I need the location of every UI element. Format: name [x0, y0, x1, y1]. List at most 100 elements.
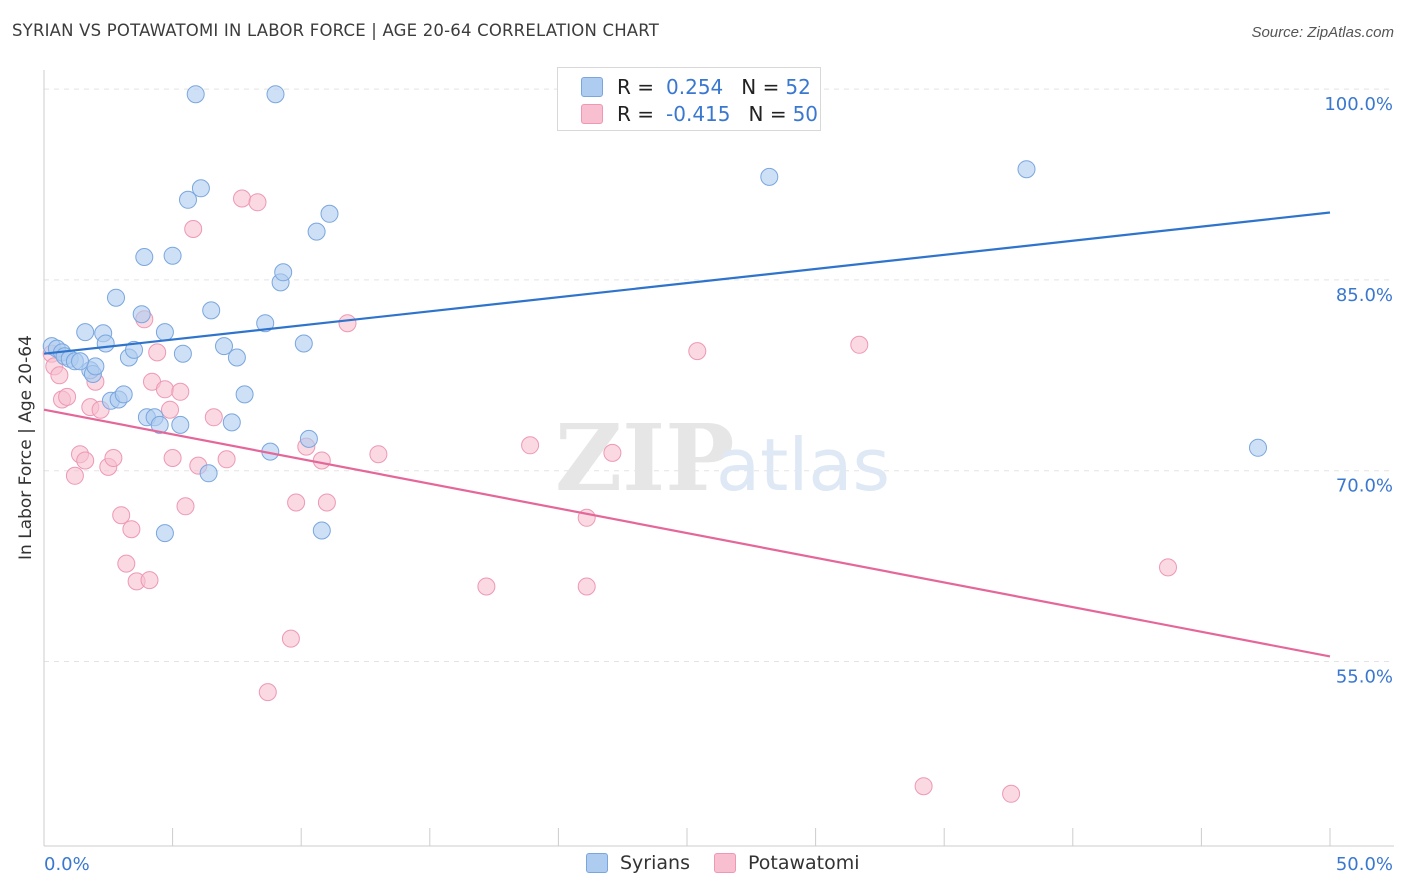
potawatomi-point: [76, 451, 95, 470]
syrians-point: [163, 246, 182, 265]
syrians-point: [107, 288, 125, 307]
potawatomi-legend-label: Potawatomi: [748, 852, 860, 874]
syrians-point: [155, 323, 174, 342]
syrians-r-label: R =: [617, 75, 655, 99]
potawatomi-points: [42, 189, 1177, 803]
syrians-point: [125, 340, 143, 359]
potawatomi-point: [176, 497, 195, 516]
x-tick-label: 50.0%: [1336, 854, 1393, 875]
potawatomi-legend-swatch: [714, 853, 736, 873]
watermark: ZIP atlas: [555, 404, 890, 512]
potawatomi-point: [248, 193, 267, 212]
syrians-point: [235, 385, 254, 404]
potawatomi-point: [122, 520, 141, 539]
syrians-point: [186, 85, 205, 104]
syrians-point: [96, 334, 115, 353]
syrians-swatch: [581, 77, 603, 97]
potawatomi-n-label: N =: [748, 102, 787, 126]
legend-row-syrians: R = 0.254 N = 52: [558, 74, 811, 100]
potawatomi-point: [112, 506, 131, 525]
potawatomi-point: [287, 493, 306, 512]
x-tick-label: 0.0%: [44, 854, 90, 875]
y-tick-label: 100.0%: [1324, 94, 1393, 115]
syrians-trend-line: [43, 211, 1331, 355]
watermark-zip: ZIP: [555, 404, 734, 512]
syrians-point: [760, 167, 779, 186]
potawatomi-point: [338, 314, 357, 333]
syrians-point: [171, 415, 190, 434]
potawatomi-point: [163, 449, 182, 467]
potawatomi-point: [161, 400, 179, 419]
syrians-point: [179, 190, 197, 209]
syrians-point: [191, 179, 210, 198]
syrians-point: [76, 323, 95, 342]
syrians-n-value: 52: [785, 75, 811, 99]
potawatomi-point: [688, 342, 707, 361]
syrians-point: [155, 524, 174, 543]
y-tick-label: 70.0%: [1336, 476, 1393, 497]
syrians-point: [266, 85, 285, 104]
syrians-point: [294, 334, 313, 353]
potawatomi-point: [369, 445, 388, 464]
syrians-legend-swatch: [586, 853, 608, 873]
potawatomi-point: [217, 450, 236, 469]
potawatomi-point: [850, 335, 869, 354]
syrians-point: [132, 305, 151, 324]
potawatomi-point: [521, 436, 540, 455]
potawatomi-point: [65, 466, 84, 485]
syrians-point: [150, 415, 169, 434]
syrians-point: [71, 352, 89, 371]
potawatomi-point: [233, 189, 251, 208]
potawatomi-point: [577, 577, 596, 596]
syrians-points: [42, 85, 1267, 543]
y-axis-label: In Labor Force | Age 20-64: [16, 335, 36, 560]
syrians-n-label: N =: [741, 75, 780, 99]
syrians-r-value: 0.254: [666, 75, 724, 99]
potawatomi-point: [258, 683, 277, 702]
syrians-point: [307, 222, 326, 241]
syrians-point: [299, 429, 318, 448]
potawatomi-point: [184, 220, 203, 238]
potawatomi-point: [104, 449, 123, 467]
syrians-point: [202, 301, 221, 320]
syrians-point: [173, 344, 192, 363]
potawatomi-r-label: R =: [617, 102, 655, 126]
potawatomi-point: [317, 493, 336, 512]
syrians-point: [222, 413, 241, 432]
syrians-point: [227, 348, 246, 367]
potawatomi-trend-line: [43, 408, 1331, 658]
potawatomi-point: [117, 554, 136, 573]
y-tick-label: 85.0%: [1336, 285, 1393, 306]
syrians-point: [274, 263, 293, 282]
syrians-point: [1249, 438, 1267, 457]
potawatomi-point: [204, 408, 223, 427]
potawatomi-point: [603, 443, 622, 462]
syrians-point: [199, 464, 218, 483]
potawatomi-point: [914, 777, 933, 796]
potawatomi-point: [1002, 784, 1021, 803]
potawatomi-point: [477, 577, 496, 596]
watermark-atlas: atlas: [716, 423, 890, 507]
source-label: Source: ZipAtlas.com: [1251, 24, 1394, 41]
syrians-point: [135, 248, 154, 266]
trend-lines: [43, 211, 1331, 658]
potawatomi-point: [281, 629, 300, 648]
axes: [43, 70, 1394, 847]
syrians-point: [256, 314, 275, 333]
potawatomi-point: [140, 571, 159, 590]
series-legend: Syrians Potawatomi: [0, 852, 1406, 878]
tick-labels: 100.0% 85.0% 70.0% 55.0% 0.0% 50.0%: [44, 94, 1393, 875]
potawatomi-r-value: -0.415: [666, 102, 731, 126]
potawatomi-point: [50, 366, 69, 385]
chart-title: SYRIAN VS POTAWATOMI IN LABOR FORCE | AG…: [12, 21, 660, 40]
potawatomi-point: [1159, 558, 1177, 577]
potawatomi-n-value: 50: [792, 102, 819, 126]
potawatomi-point: [155, 380, 174, 399]
legend-row-potawatomi: R = -0.415 N = 50: [558, 101, 818, 127]
potawatomi-swatch: [581, 104, 603, 124]
syrians-point: [114, 385, 133, 404]
syrians-point: [86, 357, 105, 376]
potawatomi-point: [58, 387, 77, 406]
potawatomi-point: [312, 451, 331, 470]
